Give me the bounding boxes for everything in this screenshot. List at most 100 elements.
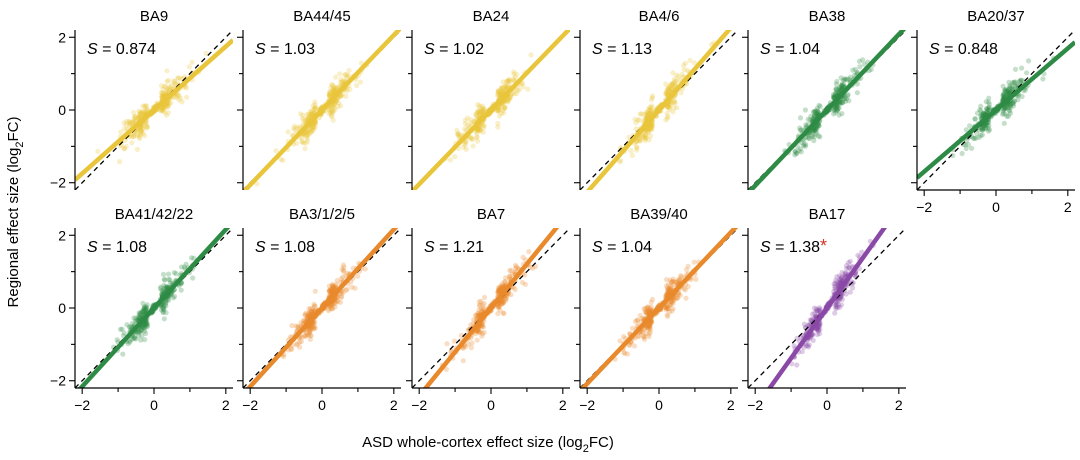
scatter-point [325,106,332,112]
scatter-point [647,329,653,335]
scatter-point [475,314,481,320]
scatter-point [126,123,132,129]
scatter-point [667,302,673,308]
scatter-point [1001,93,1007,100]
scatter-point [1001,92,1007,98]
scatter-point [675,292,681,298]
scatter-point [496,303,502,310]
scatter-point [329,108,336,114]
scatter-point [632,318,639,324]
scatter-point [297,124,303,130]
scatter-point [984,122,990,128]
scatter-point [328,287,334,293]
scatter-point [494,108,501,114]
scatter-point [474,127,480,134]
scatter-point [165,103,171,110]
scatter-point [845,76,851,82]
scatter-point [805,343,811,349]
scatter-point [842,270,848,276]
scatter-point [339,80,345,86]
scatter-point [475,108,481,114]
scatter-point [665,282,672,288]
scatter-point [794,362,800,368]
x-tick-label: 2 [559,397,567,413]
scatter-point [838,276,844,282]
scatter-point [1001,91,1007,97]
scatter-point [811,127,817,133]
scatter-point [1019,65,1025,71]
scatter-point [298,111,304,117]
scatter-point [666,309,673,315]
scatter-point [498,283,504,289]
scatter-point [164,285,170,291]
scatter-point [302,145,308,152]
scatter-point [495,287,502,293]
scatter-point [643,115,650,121]
scatter-point [1005,87,1011,93]
scatter-point [172,293,178,300]
scatter-point [843,291,849,297]
scatter-point [832,285,838,291]
slope-annotation: S = 1.08 [255,239,315,256]
scatter-point [503,295,509,301]
scatter-point [163,310,169,316]
panel-ba7: BA7 −2 0 2 S = 1.21 [406,206,570,413]
scatter-point [501,310,507,316]
scatter-point [648,126,654,132]
scatter-point [288,346,294,352]
scatter-point [621,349,627,356]
scatter-point [806,342,812,348]
scatter-point [144,323,150,329]
scatter-point [1022,87,1028,93]
scatter-point [834,279,840,285]
scatter-point [505,99,511,105]
scatter-point [1000,107,1006,114]
scatter-point [684,67,691,73]
scatter-point [668,283,674,289]
scatter-point [672,98,678,104]
scatter-point [643,132,649,138]
scatter-point [131,116,137,122]
scatter-point [811,305,818,311]
scatter-point [979,126,986,132]
scatter-point [306,111,312,117]
slope-annotation: S = 1.03 [255,41,315,58]
scatter-point [813,306,820,312]
scatter-point [961,141,967,147]
scatter-point [522,272,528,278]
scatter-point [121,120,127,126]
scatter-point [294,125,300,131]
scatter-point [670,80,676,86]
scatter-point [645,309,651,315]
scatter-point [978,113,984,119]
scatter-point [327,89,333,95]
scatter-point [685,284,691,290]
slope-annotation: S = 1.38* [760,236,827,256]
scatter-point [333,84,339,90]
scatter-point [503,98,509,104]
scatter-point [309,125,315,131]
scatter-point [850,285,856,291]
scatter-point [335,299,341,305]
scatter-point [835,282,841,289]
scatter-point [1005,90,1012,96]
scatter-point [985,125,991,131]
scatter-point [982,126,988,132]
scatter-point [672,80,678,86]
scatter-point [338,291,344,297]
scatter-point [175,75,181,81]
scatter-point [309,324,315,330]
scatter-point [665,285,671,291]
scatter-point [477,303,483,309]
scatter-point [477,103,483,109]
scatter-point [500,283,507,289]
scatter-point [839,111,845,117]
scatter-point [496,105,502,111]
scatter-point [1014,83,1020,90]
scatter-point [813,131,819,137]
scatter-point [130,119,136,125]
scatter-point [136,333,142,339]
scatter-point [813,109,819,115]
scatter-point [506,94,512,100]
scatter-point [669,299,675,305]
